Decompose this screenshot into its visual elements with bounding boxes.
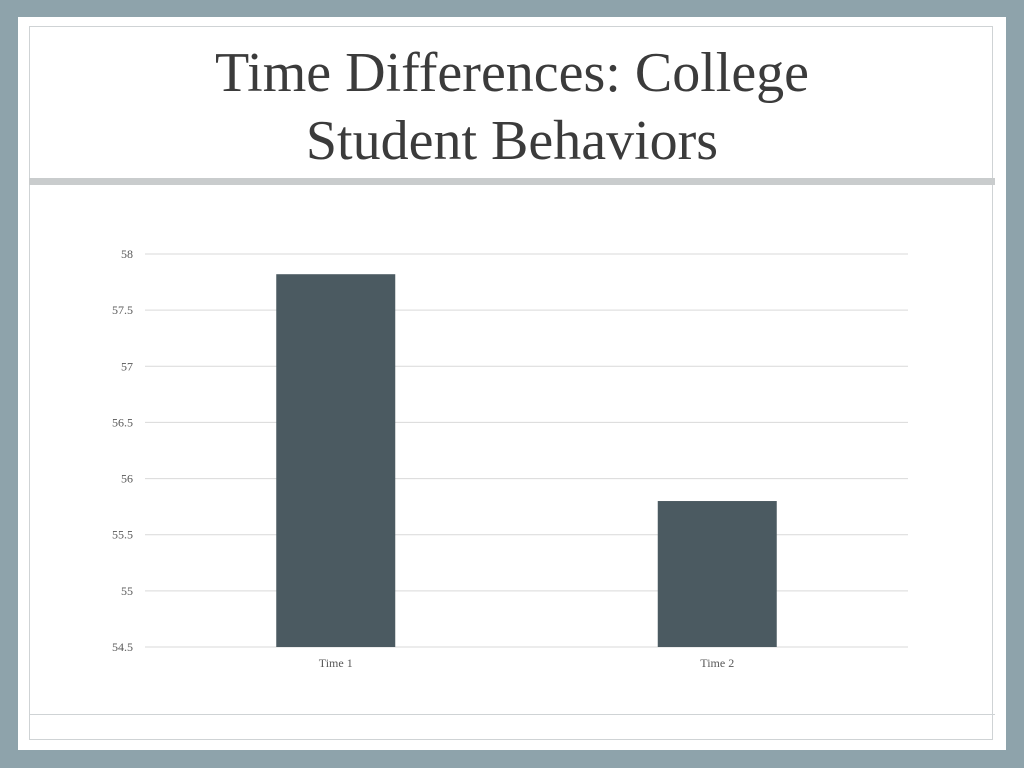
slide-frame xyxy=(29,26,993,740)
chart-gridlines xyxy=(145,253,908,648)
slide-title: Time Differences: College Student Behavi… xyxy=(18,39,1006,175)
slide: Time Differences: College Student Behavi… xyxy=(18,17,1006,750)
bar-time-1 xyxy=(276,274,396,647)
y-tick-label: 55.5 xyxy=(112,528,133,542)
x-tick-label: Time 1 xyxy=(319,656,353,670)
y-axis-tick-labels: 54.5 55 55.5 56 56.5 57 57.5 58 xyxy=(112,247,133,654)
y-tick-label: 57.5 xyxy=(112,303,133,317)
y-tick-label: 55 xyxy=(121,584,133,598)
x-axis-tick-labels: Time 1 Time 2 xyxy=(319,656,734,670)
slide-title-line-1: Time Differences: College xyxy=(214,42,810,104)
y-tick-label: 58 xyxy=(121,247,133,261)
chart-bars xyxy=(276,274,777,647)
y-tick-label: 54.5 xyxy=(112,640,133,654)
slide-title-line-2: Student Behaviors xyxy=(305,110,719,172)
y-tick-label: 56.5 xyxy=(112,415,133,429)
footer-divider xyxy=(29,714,995,715)
bar-time-2 xyxy=(657,501,777,647)
y-tick-label: 57 xyxy=(121,359,133,373)
x-tick-label: Time 2 xyxy=(700,656,734,670)
y-tick-label: 56 xyxy=(121,472,133,486)
title-divider xyxy=(29,178,995,185)
